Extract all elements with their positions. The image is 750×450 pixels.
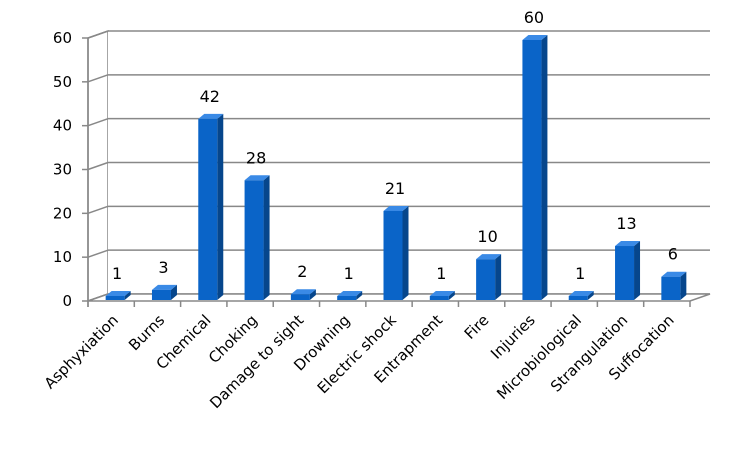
bar-front: [661, 276, 681, 300]
y-tick-label: 40: [53, 117, 72, 135]
bars: [105, 35, 687, 301]
bar: [383, 205, 409, 300]
bar-side: [495, 254, 502, 300]
data-label: 1: [436, 264, 446, 283]
y-tick-label: 30: [53, 161, 72, 179]
bar: [522, 35, 548, 300]
data-label: 6: [668, 245, 678, 264]
data-label: 1: [344, 264, 354, 283]
bar-front: [568, 296, 588, 300]
gridline-side: [87, 161, 109, 171]
bar-side: [263, 175, 270, 300]
bar: [429, 291, 455, 300]
y-tick-label: 50: [53, 73, 72, 91]
bar: [198, 113, 224, 301]
bar-top: [290, 289, 316, 295]
bar: [337, 291, 363, 300]
bar-front: [522, 40, 542, 300]
bar-front: [476, 259, 496, 300]
gridline-side: [87, 74, 109, 83]
bar-side: [448, 291, 455, 300]
bar-front: [383, 210, 403, 300]
y-axis-ticks: 0 10 20 30 40 50 60: [53, 29, 88, 310]
bar-top: [568, 291, 594, 296]
bar-front: [198, 118, 218, 301]
category-label: Burns: [125, 311, 168, 354]
bar: [661, 271, 687, 300]
category-label: Fire: [461, 311, 493, 343]
bar: [105, 291, 131, 300]
category-label: Microbiological: [493, 311, 585, 403]
bar-top: [105, 291, 131, 296]
bar-side: [356, 291, 363, 300]
bar-top: [198, 113, 224, 119]
data-label: 28: [246, 148, 266, 167]
bar-top: [337, 291, 363, 296]
gridline-side: [87, 117, 109, 127]
gridline-side: [87, 30, 109, 39]
bar-top: [383, 205, 409, 211]
gridline-side: [87, 249, 109, 258]
bar: [244, 175, 270, 300]
data-label: 2: [297, 262, 307, 281]
category-label: Asphyxiation: [41, 311, 122, 392]
bar-side: [217, 113, 224, 301]
bar-side: [680, 271, 687, 300]
bar: [290, 289, 316, 300]
data-label: 60: [524, 8, 544, 27]
bar-side: [587, 291, 594, 300]
bar-top: [661, 271, 687, 277]
bar-front: [615, 246, 635, 300]
data-label: 10: [477, 227, 497, 246]
data-label: 3: [158, 258, 168, 277]
bar: [476, 254, 502, 300]
data-label: 1: [575, 264, 585, 283]
bar: [568, 291, 594, 300]
bar-front: [151, 289, 171, 300]
y-tick-label: 0: [62, 292, 72, 310]
data-label: 1: [112, 264, 122, 283]
data-label: 42: [200, 87, 220, 106]
bar-front: [429, 296, 449, 300]
data-label: 21: [385, 179, 405, 198]
bar-front: [337, 296, 357, 300]
gridline-side: [87, 205, 109, 215]
bar-top: [244, 175, 270, 181]
bar-front: [244, 180, 264, 300]
y-tick-label: 60: [53, 29, 72, 47]
bar-side: [170, 284, 177, 300]
bar-top: [615, 241, 641, 247]
bar-front: [290, 294, 310, 300]
category-label: Electric shock: [314, 311, 400, 397]
y-tick-label: 10: [53, 248, 72, 266]
bar-side: [634, 241, 641, 300]
bar-front: [105, 296, 125, 300]
bar: [151, 284, 177, 300]
bar: [615, 241, 641, 300]
bar-top: [522, 35, 548, 40]
y-tick-label: 20: [53, 204, 72, 222]
bar-side: [541, 35, 548, 300]
bar-top: [476, 254, 502, 260]
bar-side: [309, 289, 316, 300]
bar-side: [124, 291, 131, 300]
bar-top: [429, 291, 455, 296]
bar-top: [151, 284, 177, 290]
bar-side: [402, 205, 409, 300]
data-label: 13: [616, 214, 636, 233]
